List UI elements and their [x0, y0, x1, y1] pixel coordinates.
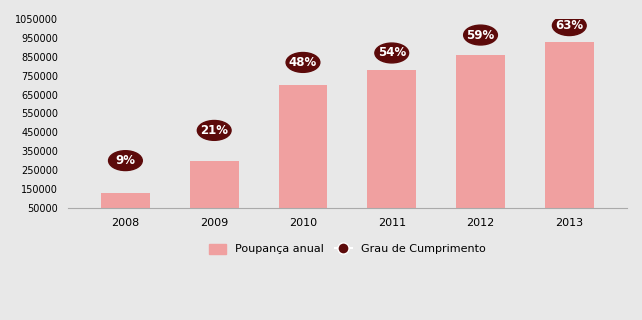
- Bar: [190, 161, 239, 208]
- Ellipse shape: [286, 52, 320, 72]
- Ellipse shape: [375, 43, 408, 63]
- Ellipse shape: [464, 25, 498, 45]
- Bar: [101, 193, 150, 208]
- Bar: [545, 42, 594, 208]
- Text: 48%: 48%: [289, 56, 317, 69]
- Text: 21%: 21%: [200, 124, 228, 137]
- Bar: [456, 55, 505, 208]
- Ellipse shape: [197, 121, 231, 140]
- Text: 63%: 63%: [555, 19, 584, 32]
- Ellipse shape: [552, 16, 586, 36]
- Bar: [367, 70, 416, 208]
- Text: 54%: 54%: [377, 46, 406, 60]
- Text: 9%: 9%: [116, 154, 135, 167]
- Text: 59%: 59%: [466, 28, 494, 42]
- Legend: Poupança anual, Grau de Cumprimento: Poupança anual, Grau de Cumprimento: [205, 239, 490, 259]
- Ellipse shape: [108, 151, 143, 171]
- Bar: [279, 85, 327, 208]
